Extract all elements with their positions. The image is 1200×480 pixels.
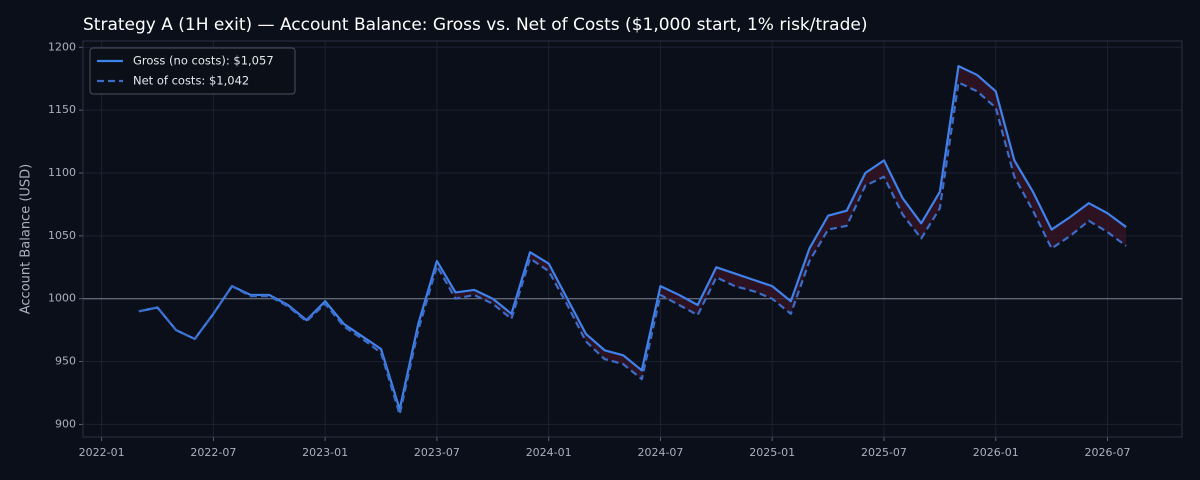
- y-axis-label: Account Balance (USD): [19, 164, 34, 315]
- y-tick-label: 1200: [48, 40, 76, 53]
- chart-title: Strategy A (1H exit) — Account Balance: …: [83, 15, 867, 35]
- x-tick-label: 2024-01: [526, 446, 572, 459]
- x-tick-label: 2024-07: [637, 446, 683, 459]
- y-tick-label: 900: [55, 417, 76, 430]
- x-tick-label: 2022-01: [79, 446, 125, 459]
- x-tick-label: 2026-01: [973, 446, 1019, 459]
- y-tick-label: 1150: [48, 103, 76, 116]
- series-line: [138, 81, 1127, 416]
- x-tick-label: 2023-01: [302, 446, 348, 459]
- x-tick-label: 2025-01: [749, 446, 795, 459]
- legend-box: [89, 47, 296, 95]
- x-tick-label: 2025-07: [861, 446, 907, 459]
- y-tick-label: 1050: [48, 229, 76, 242]
- x-tick-label: 2023-07: [414, 446, 460, 459]
- x-tick-label: 2026-07: [1085, 446, 1131, 459]
- plot-frame: [82, 40, 1183, 438]
- y-tick-label: 950: [55, 355, 76, 368]
- legend-label: Net of costs: $1,042: [133, 74, 249, 88]
- legend-label: Gross (no costs): $1,057: [133, 54, 274, 68]
- y-tick-label: 1100: [48, 166, 76, 179]
- y-tick-label: 1000: [48, 292, 76, 305]
- x-tick-label: 2022-07: [190, 446, 236, 459]
